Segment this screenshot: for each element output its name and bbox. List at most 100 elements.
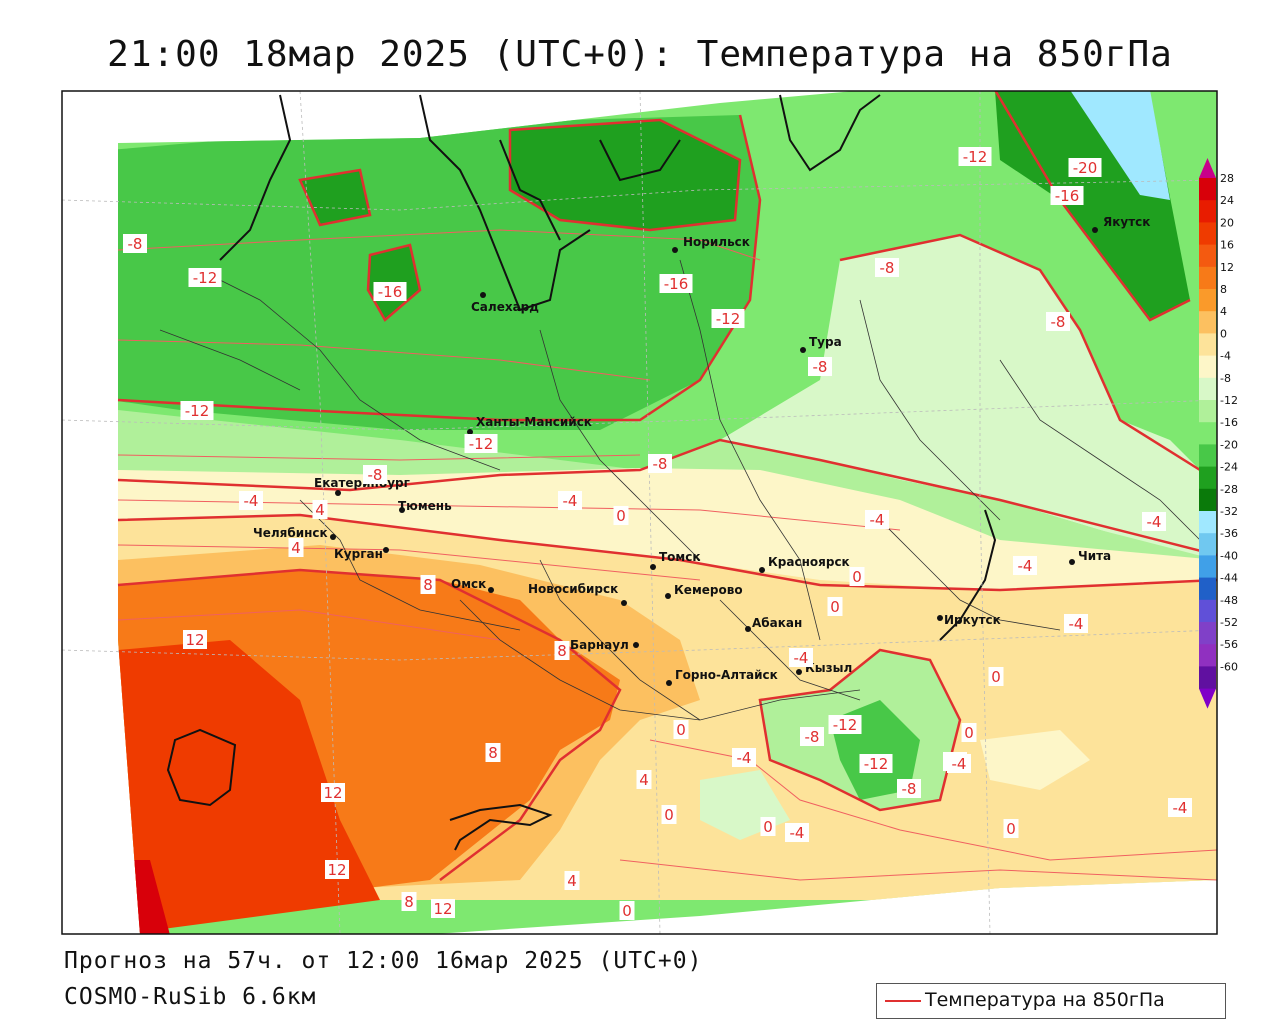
city-dot xyxy=(480,292,486,298)
isotherm-label-text: 4 xyxy=(315,501,325,519)
colorbar-swatch xyxy=(1199,377,1216,401)
isotherm-label-text: 8 xyxy=(404,893,414,911)
isotherm-label: -4 xyxy=(1013,556,1037,575)
isotherm-label-text: -12 xyxy=(716,310,741,328)
isotherm-label: 8 xyxy=(554,641,570,660)
city-label: Красноярск xyxy=(768,555,850,569)
isotherm-label-text: 0 xyxy=(622,902,632,920)
colorbar-swatch xyxy=(1199,289,1216,312)
city-marker: Салехард xyxy=(471,292,539,314)
isotherm-label-text: 0 xyxy=(1006,820,1016,838)
colorbar-swatch xyxy=(1199,622,1216,645)
city-label: Чита xyxy=(1078,549,1111,563)
city-dot xyxy=(383,547,389,553)
city-label: Екатеринбург xyxy=(314,476,410,490)
isotherm-label-bg xyxy=(636,770,652,789)
isotherm-label-bg xyxy=(732,748,756,767)
city-marker: Курган xyxy=(334,547,389,561)
isotherm-label-bg xyxy=(321,783,345,802)
isotherm-label-bg xyxy=(363,465,387,484)
city-label: Челябинск xyxy=(253,526,328,540)
isotherm-label-bg xyxy=(401,892,417,911)
city-dot xyxy=(399,507,405,513)
isotherm-label-bg xyxy=(785,823,809,842)
isotherm-label: 12 xyxy=(325,860,349,879)
city-marker: Горно-Алтайск xyxy=(666,668,778,686)
isotherm-label-text: -4 xyxy=(737,749,752,767)
colorbar-swatch xyxy=(1199,488,1216,512)
isotherm-label-bg xyxy=(897,779,921,798)
city-marker: Красноярск xyxy=(759,555,850,573)
isotherm-label-bg xyxy=(800,727,824,746)
isotherm-label: -12 xyxy=(859,754,893,773)
isotherm-thin-lines xyxy=(117,229,1217,881)
colorbar-label: -4 xyxy=(1220,350,1231,363)
isotherm-label-text: -4 xyxy=(563,492,578,510)
isotherm-label-text: -8 xyxy=(813,358,828,376)
isotherm-lines xyxy=(117,91,1217,881)
isotherm-label: -12 xyxy=(711,309,745,328)
colorbar-swatch xyxy=(1199,666,1216,690)
isotherm-label: 8 xyxy=(401,892,417,911)
isotherm-label-bg xyxy=(464,434,498,453)
isotherm-label-text: 8 xyxy=(423,576,433,594)
colorbar-swatch xyxy=(1199,266,1216,290)
isotherm-label: -16 xyxy=(1050,186,1084,205)
isotherm-label-bg xyxy=(1068,158,1102,177)
isotherm-label-bg xyxy=(988,667,1004,686)
isotherm-label: 12 xyxy=(321,783,345,802)
map-title: 21:00 18мар 2025 (UTC+0): Температура на… xyxy=(107,34,1173,75)
isotherm-label: 0 xyxy=(619,901,635,920)
isotherm-label-bg xyxy=(1168,798,1192,817)
city-marker: Абакан xyxy=(745,616,802,632)
isotherm-label-text: 12 xyxy=(185,631,204,649)
isotherm-label-bg xyxy=(373,282,407,301)
isotherm-label-bg xyxy=(180,401,214,420)
city-dot xyxy=(665,593,671,599)
isotherm-label-bg xyxy=(673,720,689,739)
map-border xyxy=(61,90,1218,935)
city-dot xyxy=(330,534,336,540)
isotherm-label-bg xyxy=(188,268,222,287)
isotherm-label-bg xyxy=(659,274,693,293)
isotherm-label-text: -16 xyxy=(378,283,403,301)
city-dot xyxy=(650,564,656,570)
isotherm-label-bg xyxy=(554,641,570,660)
isotherm-label-text: -12 xyxy=(833,716,858,734)
colorbar-label: -36 xyxy=(1220,527,1238,540)
colorbar-swatch xyxy=(1199,244,1216,268)
forecast-info: Прогноз на 57ч. от 12:00 16мар 2025 (UTC… xyxy=(64,948,703,974)
isotherm-label: -12 xyxy=(188,268,222,287)
isotherm-label-bg xyxy=(1046,312,1070,331)
isotherm-label-text: -12 xyxy=(469,435,494,453)
colorbar-label: 4 xyxy=(1220,305,1227,318)
isotherm-label-bg xyxy=(183,630,207,649)
colorbar-label: 16 xyxy=(1220,239,1234,252)
colorbar-swatch xyxy=(1199,599,1216,623)
isotherm-label-bg xyxy=(123,234,147,253)
colorbar-label: -16 xyxy=(1220,416,1238,429)
isotherm-label-text: -12 xyxy=(963,148,988,166)
isotherm-label-text: -4 xyxy=(1018,557,1033,575)
isotherm-label: -4 xyxy=(732,748,756,767)
isotherm-label: -12 xyxy=(828,715,862,734)
colorbar-label: 8 xyxy=(1220,283,1227,296)
isotherm-label: 4 xyxy=(564,871,580,890)
isotherm-label: 4 xyxy=(312,500,328,519)
city-label: Барнаул xyxy=(570,638,629,652)
colorbar-swatch xyxy=(1199,444,1216,468)
isotherm-label-text: 0 xyxy=(763,818,773,836)
city-marker: Якутск xyxy=(1092,215,1150,233)
isotherm-label-bg xyxy=(239,491,263,510)
colorbar-swatch xyxy=(1199,222,1216,246)
city-dot xyxy=(621,600,627,606)
isotherm-label-bg xyxy=(711,309,745,328)
isotherm-label-bg xyxy=(564,871,580,890)
colorbar-label: 28 xyxy=(1220,172,1234,185)
isotherm-label: 0 xyxy=(827,597,843,616)
isotherm-label-bg xyxy=(1050,186,1084,205)
city-label: Норильск xyxy=(683,235,750,249)
isotherm-label-text: -4 xyxy=(244,492,259,510)
isotherm-label: -8 xyxy=(808,357,832,376)
